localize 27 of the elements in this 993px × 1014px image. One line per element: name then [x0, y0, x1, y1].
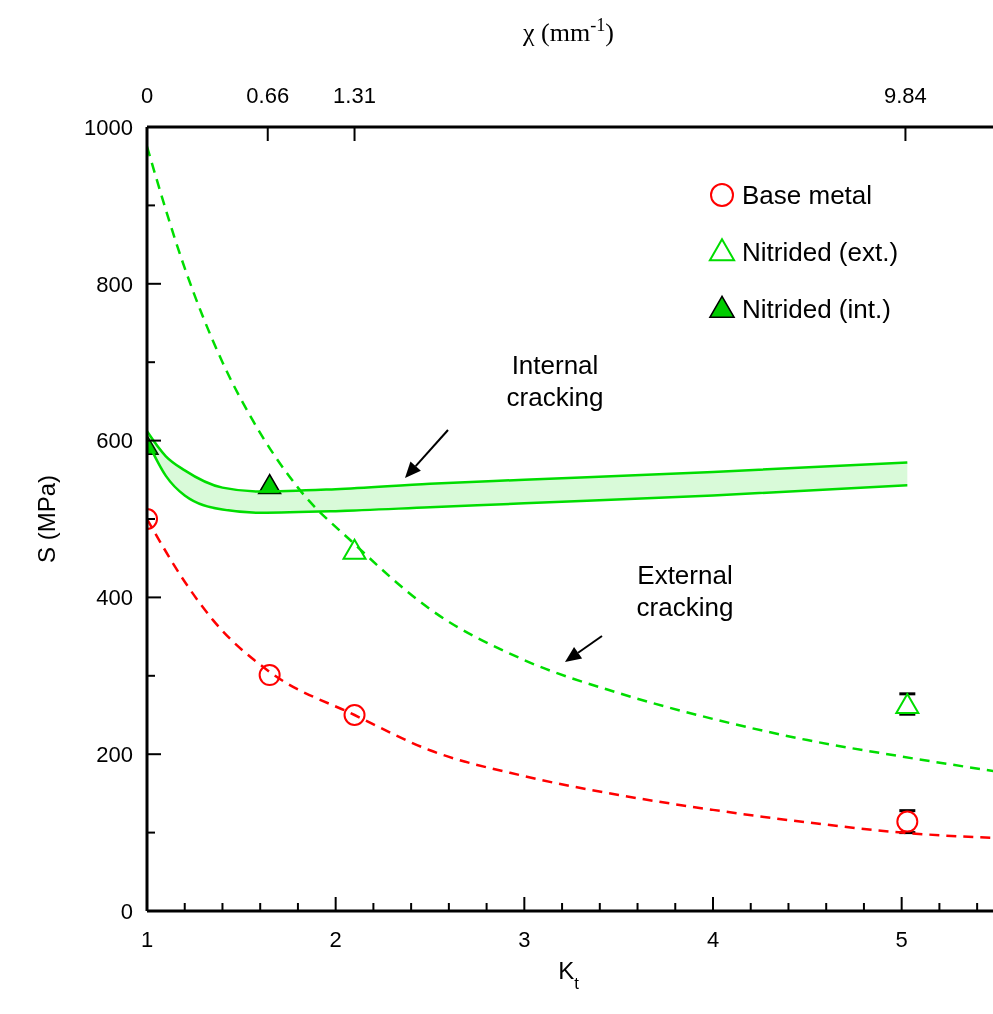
legend-label: Base metal [742, 180, 873, 211]
legend-label: Nitrided (ext.) [742, 237, 899, 268]
text: 0 [140, 83, 154, 108]
text: χ (mm$^{-1}$) [522, 15, 614, 47]
x-tick-label: 5 [895, 927, 908, 952]
y-tick-label: 400 [96, 585, 133, 611]
y-tick-label: 200 [96, 741, 133, 767]
text: 1.31 [333, 83, 376, 108]
text: 0.66 [246, 83, 290, 108]
y-tick-label: 1000 [84, 114, 133, 140]
annotation: Internal cracking [506, 350, 604, 412]
x-tick-label: 3 [518, 927, 531, 952]
x-tick-label: 1 [140, 927, 154, 952]
y-tick-label: 600 [96, 428, 133, 454]
point [342, 538, 367, 560]
point [895, 693, 920, 715]
x-tick-label: 2 [329, 927, 342, 952]
x-tick-label: 4 [706, 927, 720, 952]
x-axis-title: K$_{t}$ [558, 957, 580, 993]
y-axis-title: S (MPa) [33, 474, 60, 564]
legend-label: Nitrided (int.) [742, 294, 891, 325]
text: 9.84 [884, 83, 927, 108]
point [258, 664, 281, 687]
y-tick-label: 0 [120, 898, 133, 924]
annotation: External cracking [636, 560, 734, 622]
point [343, 704, 366, 726]
y-tick-label: 800 [96, 271, 133, 297]
